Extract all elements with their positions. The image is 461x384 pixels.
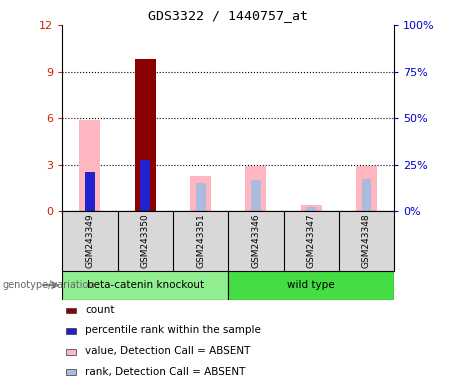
Text: count: count [85, 305, 115, 315]
Text: GSM243350: GSM243350 [141, 214, 150, 268]
Bar [85, 174, 95, 211]
Bar [228, 271, 394, 300]
Bar [66, 349, 76, 354]
Bar [66, 369, 76, 375]
Bar [66, 308, 76, 313]
Text: GSM243351: GSM243351 [196, 214, 205, 268]
Bar [62, 271, 228, 300]
Bar [140, 160, 150, 211]
Bar [85, 172, 95, 211]
Text: GSM243349: GSM243349 [85, 214, 95, 268]
Bar [361, 179, 372, 211]
Text: rank, Detection Call = ABSENT: rank, Detection Call = ABSENT [85, 367, 246, 377]
Bar [251, 180, 261, 211]
Bar [245, 166, 266, 211]
Bar [195, 183, 206, 211]
Bar [79, 120, 100, 211]
Bar [66, 328, 76, 334]
Bar [135, 59, 156, 211]
Bar [356, 166, 377, 211]
Text: genotype/variation: genotype/variation [2, 280, 95, 290]
Text: beta-catenin knockout: beta-catenin knockout [87, 280, 204, 290]
Title: GDS3322 / 1440757_at: GDS3322 / 1440757_at [148, 9, 308, 22]
Text: wild type: wild type [287, 280, 335, 290]
Bar [190, 175, 211, 211]
Bar [306, 207, 316, 211]
Text: GSM243346: GSM243346 [251, 214, 260, 268]
Bar [301, 205, 322, 211]
Text: GSM243348: GSM243348 [362, 214, 371, 268]
Text: GSM243347: GSM243347 [307, 214, 316, 268]
Text: value, Detection Call = ABSENT: value, Detection Call = ABSENT [85, 346, 251, 356]
Text: percentile rank within the sample: percentile rank within the sample [85, 326, 261, 336]
